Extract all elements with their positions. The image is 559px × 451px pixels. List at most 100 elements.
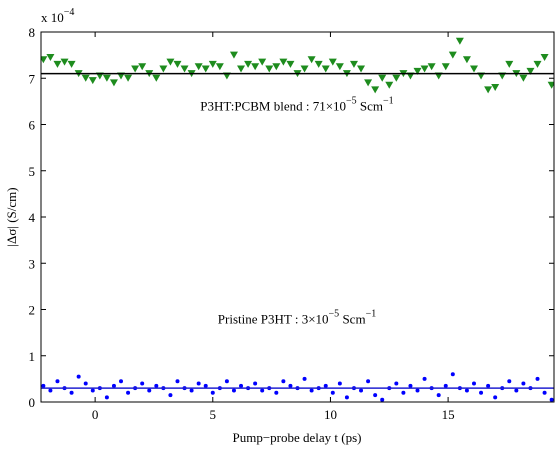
marker (505, 60, 514, 68)
marker (427, 63, 436, 71)
marker (314, 60, 323, 68)
marker (272, 63, 281, 71)
marker (464, 388, 469, 393)
marker (231, 388, 236, 393)
x-axis-label: Pump−probe delay t (ps) (232, 430, 361, 445)
marker (328, 58, 337, 66)
marker (140, 381, 145, 386)
marker (189, 388, 194, 393)
y-tick-label: 5 (29, 164, 36, 179)
marker (514, 388, 519, 393)
marker (194, 63, 203, 71)
marker (443, 383, 448, 388)
marker (408, 383, 413, 388)
annotation-sup: −1 (366, 308, 377, 319)
marker (547, 81, 554, 89)
annotation: P3HT:PCBM blend : 71×10−5 Scm−1 (200, 96, 393, 114)
marker (126, 390, 131, 395)
marker (420, 65, 429, 73)
marker (493, 395, 498, 400)
annotation-sup: −1 (383, 96, 394, 107)
marker (76, 374, 81, 379)
marker (88, 77, 97, 85)
marker (173, 60, 182, 68)
marker (168, 393, 173, 398)
marker (491, 84, 500, 91)
marker (60, 58, 69, 66)
y-tick-label: 0 (29, 395, 36, 410)
marker (208, 60, 217, 68)
marker (260, 388, 265, 393)
marker (175, 379, 180, 384)
marker (111, 383, 116, 388)
marker (302, 376, 307, 381)
marker (274, 390, 279, 395)
marker (359, 388, 364, 393)
marker (300, 65, 309, 73)
marker (307, 56, 316, 64)
marker (166, 58, 175, 66)
annotation-text: Pristine P3HT : 3×10 (218, 311, 329, 326)
marker (159, 65, 168, 73)
multiplier-exponent: −4 (64, 7, 75, 18)
marker (67, 60, 76, 68)
marker (535, 376, 540, 381)
annotation: Pristine P3HT : 3×10−5 Scm−1 (218, 308, 376, 326)
marker (448, 51, 457, 59)
marker (180, 65, 189, 73)
marker (201, 65, 210, 73)
marker (366, 379, 371, 384)
y-tick-label: 6 (29, 118, 36, 133)
marker (364, 79, 373, 87)
marker (462, 56, 471, 64)
marker (286, 60, 295, 68)
annotation-text: P3HT:PCBM blend : 71×10 (200, 99, 346, 114)
marker (46, 53, 55, 61)
y-axis-label: |Δσ| (S/cm) (4, 187, 19, 246)
marker (469, 65, 478, 73)
marker (484, 86, 493, 94)
marker (48, 388, 53, 393)
marker (436, 393, 441, 398)
y-tick-label: 3 (29, 256, 36, 271)
x-tick-label: 5 (210, 407, 217, 422)
y-tick-label: 1 (29, 349, 36, 364)
y-tick-label: 4 (29, 210, 36, 225)
multiplier-base: x 10 (41, 10, 64, 25)
marker (253, 381, 258, 386)
marker (321, 65, 330, 73)
marker (147, 388, 152, 393)
marker (196, 381, 201, 386)
marker (323, 383, 328, 388)
marker (344, 395, 349, 400)
marker (41, 56, 48, 64)
marker (203, 383, 208, 388)
marker (69, 390, 74, 395)
x-tick-label: 15 (442, 407, 455, 422)
marker (542, 390, 547, 395)
annotation-sup: −5 (346, 96, 357, 107)
marker (152, 74, 161, 82)
marker (373, 393, 378, 398)
marker (102, 74, 111, 82)
marker (385, 81, 394, 89)
marker (41, 383, 46, 388)
marker (55, 379, 60, 384)
plot-frame (40, 31, 555, 403)
marker (81, 74, 90, 82)
marker (309, 388, 314, 393)
marker (154, 383, 159, 388)
marker (526, 67, 535, 75)
marker (138, 63, 147, 71)
marker (394, 381, 399, 386)
marker (521, 381, 526, 386)
marker (471, 381, 476, 386)
y-multiplier: x 10−4 (41, 7, 74, 25)
marker (378, 74, 387, 82)
marker (479, 390, 484, 395)
marker (210, 390, 215, 395)
marker (380, 397, 385, 402)
y-tick-label: 7 (29, 71, 36, 86)
x-tick-label: 0 (92, 407, 99, 422)
